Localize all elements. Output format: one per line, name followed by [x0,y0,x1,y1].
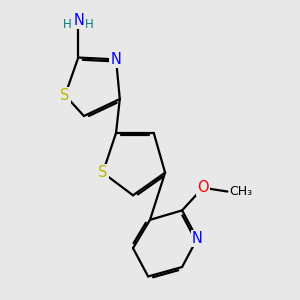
Text: CH₃: CH₃ [229,185,252,198]
Text: N: N [111,52,122,67]
Text: N: N [192,231,203,246]
Text: S: S [60,88,70,103]
Text: N: N [73,14,84,28]
Text: H: H [63,18,72,31]
Text: S: S [98,165,107,180]
Text: H: H [85,18,94,31]
Text: O: O [197,180,209,195]
